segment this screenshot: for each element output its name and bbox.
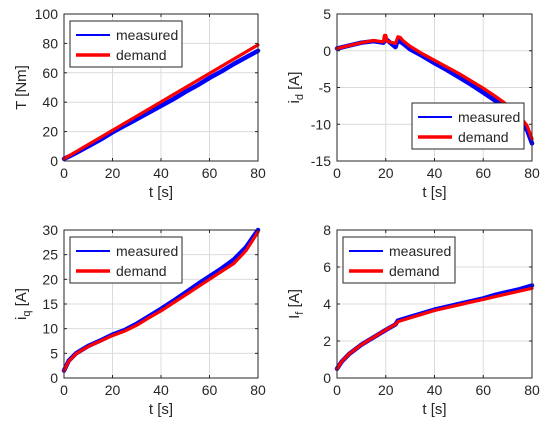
y-tick-label: 30 xyxy=(42,222,58,238)
y-tick-label: 0 xyxy=(50,153,58,169)
y-axis-label-unit: [A] xyxy=(286,72,303,95)
y-tick-label: 40 xyxy=(42,94,58,110)
y-tick-label: 2 xyxy=(323,333,331,349)
x-tick-label: 80 xyxy=(250,165,266,181)
y-tick-label: -15 xyxy=(311,153,331,169)
x-tick-label: 60 xyxy=(202,165,218,181)
x-tick-label: 60 xyxy=(475,382,491,398)
x-tick-label: 0 xyxy=(333,382,341,398)
y-tick-label: 80 xyxy=(42,35,58,51)
x-tick-label: 80 xyxy=(524,382,540,398)
y-tick-label: -10 xyxy=(311,116,331,132)
y-tick-label: 0 xyxy=(323,43,331,59)
y-axis-label-main: T [Nm] xyxy=(13,65,30,110)
y-tick-label: 5 xyxy=(50,345,58,361)
legend-box xyxy=(342,236,456,284)
series-line-demand xyxy=(335,286,534,371)
y-axis-label-main: I xyxy=(286,315,303,319)
x-axis-label: t [s] xyxy=(422,184,446,201)
x-axis-label: t [s] xyxy=(422,401,446,418)
y-axis-label-unit: [A] xyxy=(286,289,303,312)
y-axis-label: T [Nm] xyxy=(13,65,30,110)
x-tick-label: 60 xyxy=(202,382,218,398)
x-tick-label: 80 xyxy=(524,165,540,181)
y-tick-label: 100 xyxy=(35,6,59,22)
chart-panel-4: 0 20 40 60 80 0 2 4 6 8 t [s] If [A] measured demand xyxy=(286,222,540,418)
x-tick-label: 0 xyxy=(60,382,68,398)
x-tick-label: 20 xyxy=(378,165,394,181)
x-axis-label: t [s] xyxy=(149,401,173,418)
x-tick-label: 0 xyxy=(333,165,341,181)
x-tick-label: 40 xyxy=(427,165,443,181)
legend-label-demand: demand xyxy=(458,129,509,145)
y-tick-label: -5 xyxy=(319,80,332,96)
x-axis-label: t [s] xyxy=(149,184,173,201)
legend-label-measured: measured xyxy=(389,243,451,259)
y-tick-label: 8 xyxy=(323,222,331,238)
series-line-demand xyxy=(62,43,260,161)
series-line-demand xyxy=(62,230,260,373)
chart-panel-2: 0 20 40 60 80 -15 -10 -5 0 5 t [s] id [A] measured de… xyxy=(286,6,540,201)
y-axis-label: If [A] xyxy=(286,289,306,319)
y-tick-label: 20 xyxy=(42,271,58,287)
legend: measured demand xyxy=(411,102,525,150)
y-tick-label: 0 xyxy=(50,370,58,386)
chart-panel-3: 0 20 40 60 80 0 5 10 15 20 25 30 t [s] iq [A] measured… xyxy=(13,222,266,418)
x-tick-label: 40 xyxy=(153,165,169,181)
legend-label-measured: measured xyxy=(116,243,178,259)
y-tick-label: 10 xyxy=(42,321,58,337)
y-axis-label-subscript: d xyxy=(294,94,306,100)
legend-label-demand: demand xyxy=(116,263,167,279)
legend-label-measured: measured xyxy=(116,27,178,43)
y-axis-label-main: i xyxy=(286,100,303,103)
y-axis-label-main: i xyxy=(13,317,30,320)
y-tick-label: 5 xyxy=(323,6,331,22)
y-tick-label: 25 xyxy=(42,247,58,263)
legend-box xyxy=(411,102,525,150)
y-axis-label-unit: [A] xyxy=(13,288,30,311)
legend: measured demand xyxy=(342,236,456,284)
y-tick-label: 15 xyxy=(42,296,58,312)
x-tick-label: 20 xyxy=(105,165,121,181)
y-axis-label: id [A] xyxy=(286,72,306,104)
x-tick-label: 60 xyxy=(475,165,491,181)
x-tick-label: 0 xyxy=(60,165,68,181)
x-tick-label: 20 xyxy=(378,382,394,398)
x-tick-label: 40 xyxy=(427,382,443,398)
x-tick-label: 40 xyxy=(153,382,169,398)
y-axis-label-subscript: q xyxy=(21,311,33,317)
x-tick-label: 20 xyxy=(105,382,121,398)
legend-label-demand: demand xyxy=(116,47,167,63)
legend-box xyxy=(69,20,183,68)
legend: measured demand xyxy=(69,20,183,68)
y-tick-label: 60 xyxy=(42,65,58,81)
y-axis-label-subscript: f xyxy=(294,311,306,315)
legend: measured demand xyxy=(69,236,183,284)
y-tick-label: 4 xyxy=(323,296,331,312)
legend-label-demand: demand xyxy=(389,263,440,279)
legend-box xyxy=(69,236,183,284)
y-axis-label: iq [A] xyxy=(13,288,33,320)
y-tick-label: 20 xyxy=(42,124,58,140)
y-tick-label: 6 xyxy=(323,259,331,275)
legend-label-measured: measured xyxy=(458,109,520,125)
y-tick-label: 0 xyxy=(323,370,331,386)
x-tick-label: 80 xyxy=(250,382,266,398)
chart-panel-1: 0 20 40 60 80 0 20 40 60 80 100 t [s] T [Nm] measured… xyxy=(13,6,266,201)
